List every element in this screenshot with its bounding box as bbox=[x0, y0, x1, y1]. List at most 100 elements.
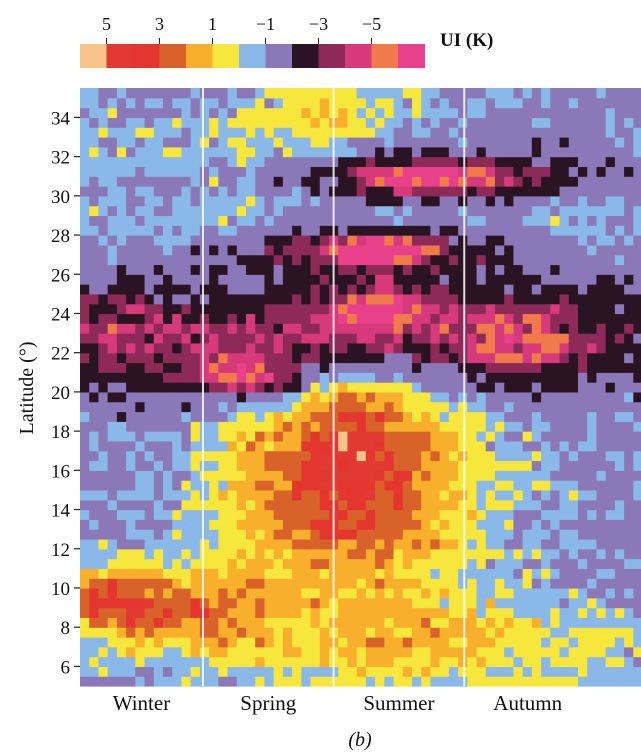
heatmap-cell bbox=[504, 205, 515, 217]
heatmap-cell bbox=[255, 235, 266, 246]
heatmap-cell bbox=[163, 235, 173, 246]
heatmap-cell bbox=[541, 244, 551, 256]
heatmap-cell bbox=[319, 646, 330, 658]
heatmap-cell bbox=[448, 470, 459, 481]
heatmap-cell bbox=[199, 617, 210, 628]
heatmap-cell bbox=[163, 656, 173, 667]
heatmap-cell bbox=[236, 509, 247, 520]
heatmap-cell bbox=[467, 186, 478, 197]
colorbar-swatch bbox=[106, 44, 134, 68]
heatmap-cell bbox=[181, 509, 192, 520]
heatmap-cell bbox=[421, 352, 432, 364]
heatmap-cell bbox=[614, 597, 625, 609]
heatmap-cell bbox=[541, 362, 551, 373]
heatmap-cell bbox=[624, 264, 634, 275]
heatmap-cell bbox=[319, 529, 330, 540]
y-tick-label: 22 bbox=[51, 344, 70, 365]
heatmap-cell bbox=[163, 284, 173, 295]
heatmap-cell bbox=[568, 372, 579, 383]
heatmap-cell bbox=[153, 186, 164, 197]
heatmap-cell bbox=[384, 264, 395, 275]
heatmap-cell bbox=[282, 568, 293, 579]
heatmap-cell bbox=[209, 303, 219, 315]
heatmap-cell bbox=[365, 127, 376, 138]
heatmap-cell bbox=[338, 264, 349, 275]
heatmap-cell bbox=[245, 607, 256, 618]
heatmap-cell bbox=[494, 578, 505, 589]
heatmap-cell bbox=[199, 519, 210, 530]
heatmap-cell bbox=[144, 195, 155, 207]
colorbar-swatch bbox=[371, 44, 399, 68]
heatmap-cell bbox=[596, 117, 607, 128]
heatmap-cell bbox=[181, 333, 192, 344]
heatmap-cell bbox=[605, 431, 616, 442]
heatmap-cell bbox=[80, 107, 90, 119]
heatmap-cell bbox=[494, 88, 505, 99]
heatmap-cell bbox=[568, 205, 579, 217]
heatmap-cell bbox=[89, 548, 100, 560]
heatmap-cell bbox=[411, 225, 422, 236]
heatmap-cell bbox=[273, 215, 284, 226]
heatmap-cell bbox=[236, 646, 247, 658]
heatmap-cell bbox=[522, 244, 533, 256]
heatmap-cell bbox=[144, 244, 155, 256]
heatmap-cell bbox=[227, 313, 238, 324]
heatmap-cell bbox=[89, 382, 100, 393]
heatmap-cell bbox=[448, 293, 459, 305]
heatmap-cell bbox=[126, 401, 136, 413]
heatmap-cell bbox=[301, 186, 312, 197]
heatmap-cell bbox=[98, 538, 109, 550]
heatmap-cell bbox=[89, 656, 100, 667]
heatmap-cell bbox=[541, 235, 551, 246]
heatmap-cell bbox=[448, 303, 459, 315]
heatmap-cell bbox=[80, 568, 90, 579]
heatmap-cell bbox=[310, 225, 321, 236]
heatmap-cell bbox=[89, 372, 100, 383]
heatmap-cell bbox=[393, 137, 404, 148]
heatmap-cell bbox=[356, 107, 367, 119]
heatmap-cell bbox=[476, 97, 487, 109]
heatmap-cell bbox=[494, 480, 505, 491]
heatmap-cell bbox=[522, 313, 533, 324]
heatmap-cell bbox=[107, 499, 118, 511]
heatmap-cell bbox=[356, 333, 367, 344]
heatmap-cell bbox=[310, 391, 321, 403]
heatmap-cell bbox=[411, 205, 422, 217]
heatmap-cell bbox=[255, 205, 266, 217]
heatmap-cell bbox=[448, 597, 459, 609]
heatmap-cell bbox=[504, 470, 515, 481]
heatmap-cell bbox=[273, 401, 284, 413]
heatmap-cell bbox=[227, 352, 238, 364]
heatmap-cell bbox=[89, 146, 100, 158]
heatmap-cell bbox=[98, 411, 109, 422]
heatmap-cell bbox=[411, 617, 422, 628]
heatmap-cell bbox=[624, 146, 634, 158]
heatmap-cell bbox=[245, 127, 256, 138]
heatmap-cell bbox=[282, 676, 293, 687]
heatmap-cell bbox=[347, 666, 358, 677]
heatmap-cell bbox=[531, 548, 542, 560]
heatmap-cell bbox=[245, 470, 256, 481]
heatmap-cell bbox=[633, 656, 641, 667]
heatmap-cell bbox=[292, 470, 302, 481]
heatmap-cell bbox=[411, 362, 422, 373]
heatmap-cell bbox=[587, 460, 598, 471]
heatmap-cell bbox=[126, 558, 136, 569]
heatmap-cell bbox=[531, 656, 542, 667]
heatmap-cell bbox=[559, 117, 570, 128]
heatmap-cell bbox=[319, 666, 330, 677]
heatmap-cell bbox=[227, 568, 238, 579]
heatmap-cell bbox=[135, 117, 146, 128]
heatmap-cell bbox=[245, 558, 256, 569]
heatmap-cell bbox=[172, 450, 183, 462]
heatmap-cell bbox=[107, 156, 118, 168]
heatmap-cell bbox=[181, 411, 192, 422]
heatmap-cell bbox=[273, 499, 284, 511]
heatmap-cell bbox=[504, 215, 515, 226]
heatmap-cell bbox=[624, 597, 634, 609]
heatmap-cell bbox=[633, 548, 641, 560]
heatmap-cell bbox=[522, 323, 533, 334]
heatmap-cell bbox=[190, 460, 201, 471]
heatmap-cell bbox=[310, 470, 321, 481]
heatmap-cell bbox=[531, 186, 542, 197]
